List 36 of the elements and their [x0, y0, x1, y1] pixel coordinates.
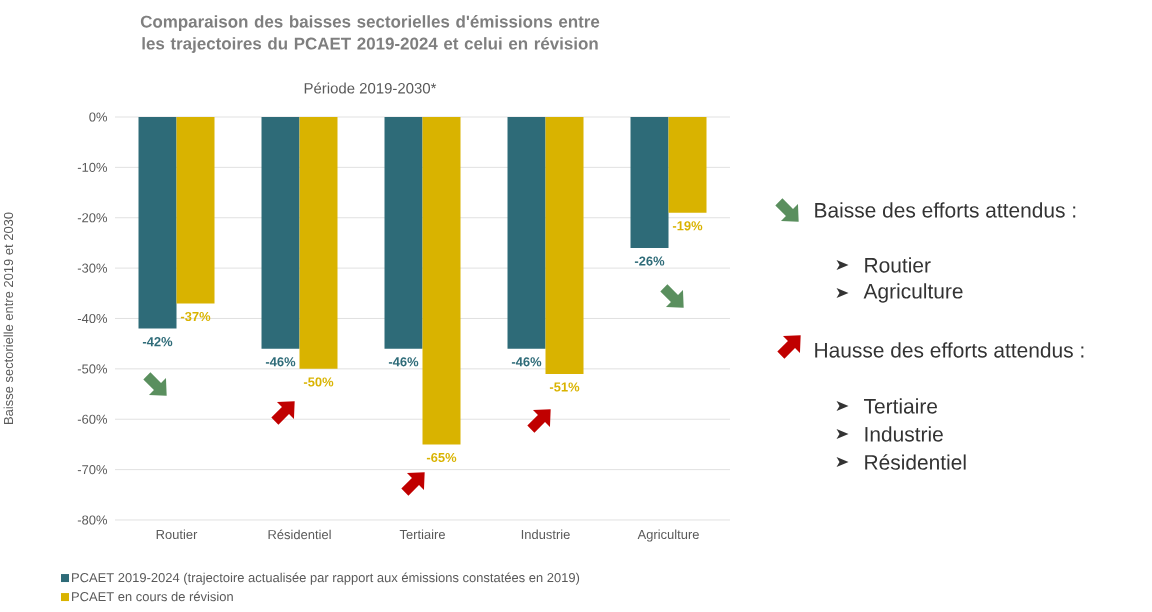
legend-label: PCAET 2019-2024 (trajectoire actualisée par rapport aux émissions constatées en 2019) — [72, 572, 580, 585]
x-tick-label: Résidentiel — [268, 529, 331, 540]
data-label: -19% — [672, 221, 703, 231]
text: Industrie — [865, 426, 943, 442]
y-axis-title: Baisse sectorielle entre 2019 et 2030 — [3, 212, 14, 424]
text: Hausse des efforts attendus : — [815, 342, 1084, 358]
y-tick-label: -70% — [77, 465, 108, 475]
y-tick-label: -20% — [77, 213, 108, 223]
data-label: -65% — [426, 452, 457, 463]
text: Résidentiel — [865, 454, 966, 470]
x-tick-label: Routier — [156, 529, 198, 540]
legend-label: PCAET en cours de révision — [72, 591, 233, 602]
y-tick-label: 0% — [89, 112, 108, 122]
x-tick-label: Tertiaire — [399, 529, 445, 540]
data-label: -46% — [388, 357, 419, 367]
data-label: -46% — [511, 357, 542, 367]
data-label: -51% — [549, 382, 580, 392]
data-label: -42% — [142, 337, 173, 347]
text: Agriculture — [863, 283, 963, 303]
text: Baisse des efforts attendus : — [815, 202, 1076, 218]
text: Tertiaire — [863, 398, 938, 414]
y-tick-label: -50% — [77, 364, 108, 374]
y-tick-label: -30% — [77, 263, 108, 273]
y-tick-label: -10% — [77, 162, 108, 172]
y-tick-label: -60% — [77, 414, 108, 424]
data-label: -37% — [180, 311, 211, 322]
data-label: -26% — [634, 256, 665, 266]
chart-title: Comparaison des baisses sectorielles d'émissions entre les trajectoires du PCAET 2019-2024 et celui en révision — [140, 15, 600, 53]
x-tick-label: Industrie — [521, 529, 570, 540]
chart-subtitle: Période 2019-2030* — [304, 82, 437, 94]
x-tick-label: Agriculture — [637, 529, 699, 542]
y-tick-label: -80% — [77, 515, 108, 525]
y-tick-label: -40% — [77, 313, 108, 324]
data-label: -46% — [265, 357, 296, 367]
data-label: -50% — [303, 377, 334, 387]
text: Routier — [865, 257, 931, 273]
